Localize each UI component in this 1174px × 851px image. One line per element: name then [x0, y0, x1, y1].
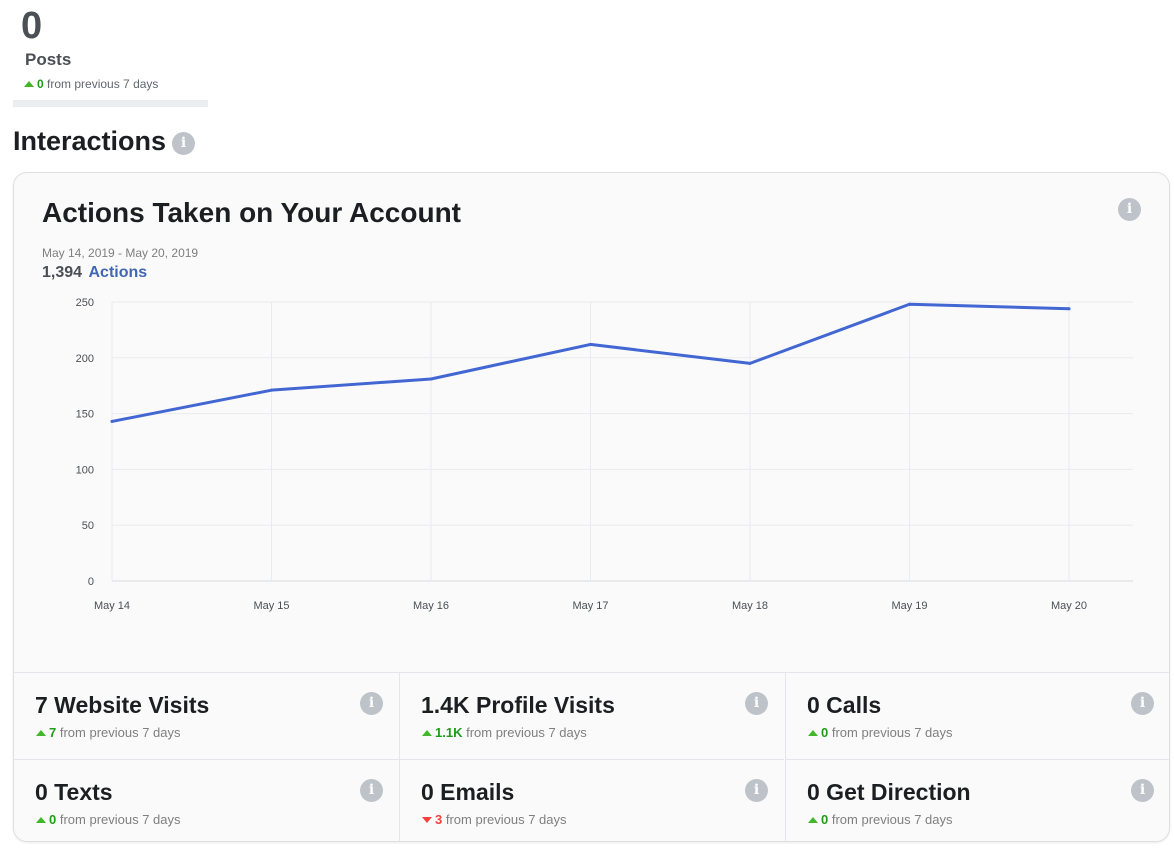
x-tick-label: May 16 [413, 600, 449, 612]
metric-delta: 3 from previous 7 days [422, 812, 567, 827]
metric-delta-text: from previous 7 days [59, 812, 181, 827]
data-point [589, 342, 592, 346]
metric-delta-text: from previous 7 days [59, 725, 181, 740]
info-icon[interactable]: i [745, 692, 768, 715]
metric-delta-value: 7 [49, 725, 57, 740]
info-icon[interactable]: i [360, 692, 383, 715]
posts-summary: 0 Posts 0 from previous 7 days [13, 0, 208, 107]
posts-count: 0 [21, 5, 43, 47]
up-arrow-icon [422, 730, 432, 736]
metric-tile: 1.4K Profile Visits i 1.1K from previous 7… [399, 673, 784, 759]
info-icon[interactable]: i [1131, 692, 1154, 715]
metric-delta: 0 from previous 7 days [36, 812, 181, 827]
total-actions-value: 1,394 [42, 264, 83, 281]
metric-tile: 0 Texts i 0 from previous 7 days [14, 759, 399, 841]
up-arrow-icon [36, 817, 46, 823]
metric-title: 1.4K Profile Visits [421, 692, 615, 718]
info-icon[interactable]: i [1118, 198, 1141, 221]
metric-title: 0 Get Direction [807, 779, 971, 805]
y-tick-label: 0 [88, 576, 94, 588]
metric-delta-value: 1.1K [435, 725, 463, 740]
posts-label: Posts [25, 50, 72, 69]
date-range: May 14, 2019 - May 20, 2019 [42, 246, 199, 260]
y-tick-label: 50 [82, 520, 94, 532]
metric-delta-text: from previous 7 days [831, 812, 953, 827]
metric-tile: 0 Emails i 3 from previous 7 days [399, 759, 784, 841]
up-arrow-icon [36, 730, 46, 736]
metric-delta: 1.1K from previous 7 days [422, 725, 587, 740]
down-arrow-icon [422, 817, 432, 823]
metric-tile: 0 Get Direction i 0 from previous 7 days [785, 759, 1169, 841]
metric-delta: 0 from previous 7 days [808, 725, 953, 740]
total-actions-unit[interactable]: Actions [88, 264, 148, 281]
posts-delta-text: from previous 7 days [47, 77, 159, 91]
up-arrow-icon [808, 730, 818, 736]
metric-delta: 7 from previous 7 days [36, 725, 181, 740]
x-tick-label: May 20 [1051, 600, 1087, 612]
info-icon[interactable]: i [360, 779, 383, 802]
metric-delta-text: from previous 7 days [466, 725, 587, 740]
x-tick-label: May 18 [732, 600, 768, 612]
metric-delta-value: 0 [49, 812, 57, 827]
info-icon[interactable]: i [745, 779, 768, 802]
data-point [429, 377, 433, 381]
data-point [908, 302, 911, 306]
actions-card: Actions Taken on Your Account i May 14, … [13, 172, 1170, 842]
total-actions: 1,394 Actions [42, 264, 147, 282]
data-point [110, 419, 114, 423]
card-title: Actions Taken on Your Account [42, 197, 462, 228]
metric-delta-value: 0 [821, 812, 829, 827]
up-arrow-icon [808, 817, 818, 823]
metrics-grid: 7 Website Visits i 7 from previous 7 days 1… [14, 672, 1169, 841]
up-arrow-icon [24, 81, 34, 87]
metric-tile: 7 Website Visits i 7 from previous 7 days [14, 673, 399, 759]
metric-delta-value: 3 [435, 812, 443, 827]
metric-delta: 0 from previous 7 days [808, 812, 953, 827]
metric-tile: 0 Calls i 0 from previous 7 days [785, 673, 1169, 759]
metric-delta-text: from previous 7 days [445, 812, 567, 827]
info-icon[interactable]: i [1131, 779, 1154, 802]
x-tick-label: May 15 [253, 600, 289, 612]
posts-delta-value: 0 [37, 77, 44, 91]
y-tick-label: 150 [76, 409, 94, 421]
posts-bar [13, 100, 208, 107]
section-title: Interactions i [13, 126, 196, 157]
x-tick-label: May 19 [891, 600, 927, 612]
y-tick-label: 200 [76, 353, 94, 365]
info-icon[interactable]: i [172, 132, 196, 155]
metric-title: 0 Emails [421, 779, 515, 805]
data-point [270, 388, 273, 392]
x-tick-label: May 14 [94, 600, 130, 612]
data-point [1067, 307, 1071, 311]
metric-title: 0 Texts [35, 779, 113, 805]
y-tick-label: 100 [76, 464, 94, 476]
metric-title: 7 Website Visits [35, 692, 210, 718]
posts-delta: 0 from previous 7 days [24, 77, 158, 91]
actions-line-chart: 0 50 100 150 200 250 May 14 May 15 May 16 May 17 M… [76, 297, 1133, 612]
section-title-text: Interactions [13, 126, 167, 156]
metric-delta-text: from previous 7 days [831, 725, 953, 740]
metric-delta-value: 0 [821, 725, 829, 740]
y-tick-label: 250 [76, 297, 94, 309]
metric-title: 0 Calls [807, 692, 882, 718]
data-point [748, 361, 752, 365]
x-tick-label: May 17 [572, 600, 608, 612]
